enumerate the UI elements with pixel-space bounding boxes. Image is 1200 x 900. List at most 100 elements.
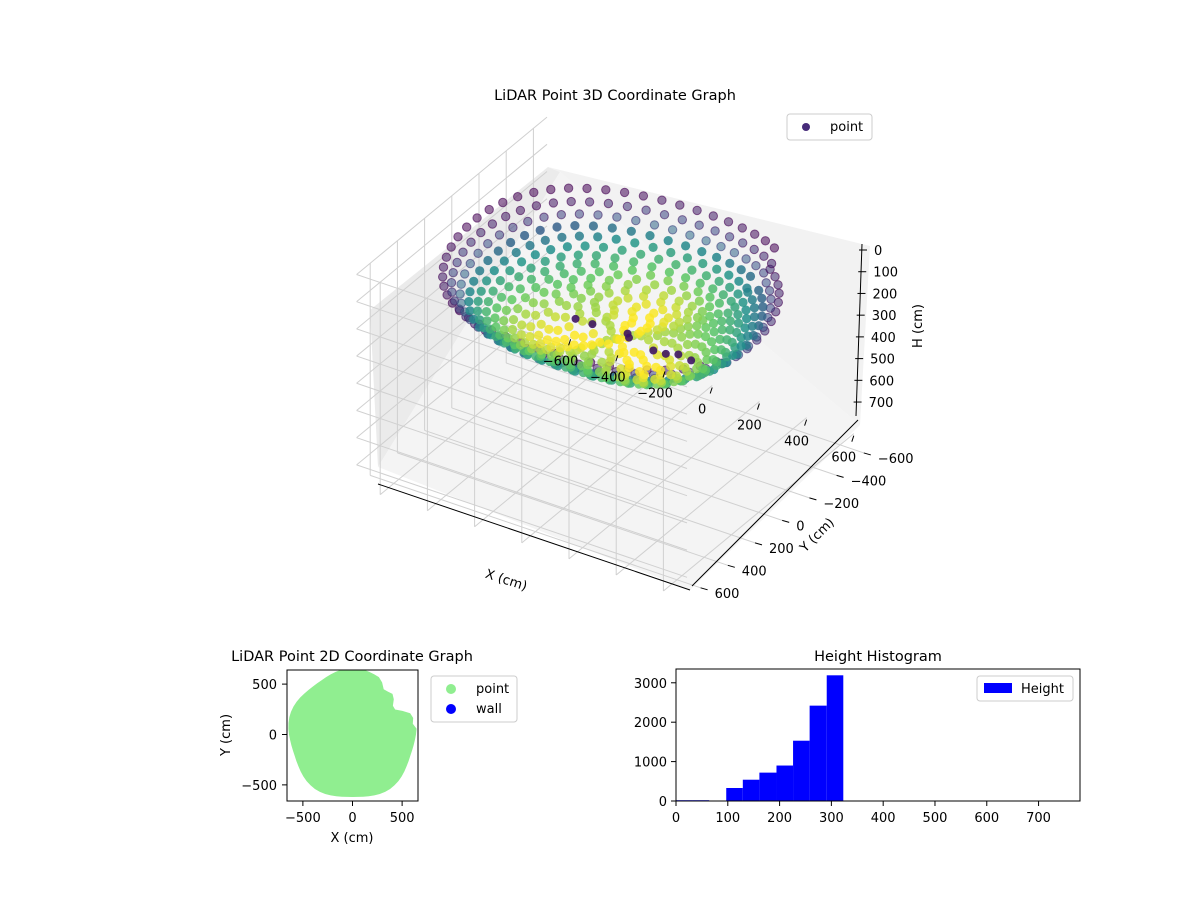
x-axis-label-2d: X (cm)	[331, 831, 374, 846]
hist-x-tick-label: 600	[974, 811, 999, 826]
cloud-point	[552, 222, 562, 232]
cloud-point	[526, 274, 537, 284]
cloud-point	[446, 278, 457, 288]
cloud-point	[566, 282, 576, 293]
cloud-point	[635, 367, 645, 377]
plot-2d: LiDAR Point 2D Coordinate Graph −500 0 500…	[219, 649, 518, 846]
cloud-point	[663, 276, 673, 286]
grid-line	[356, 355, 688, 469]
cloud-point	[546, 184, 556, 195]
cloud-point	[562, 242, 573, 252]
cloud-point	[499, 256, 509, 266]
cloud-point	[682, 314, 692, 324]
y-tick-label: 0	[796, 519, 804, 534]
cloud-point	[649, 220, 660, 230]
histogram-ticks: 0 100 200 300 400 500 600 700 0 1000 2000 3000	[634, 677, 1051, 826]
cloud-point	[499, 316, 509, 326]
hist-y-tick-label: 3000	[634, 677, 667, 692]
cloud-point	[465, 287, 475, 297]
cloud-point	[623, 293, 633, 303]
cloud-point	[555, 343, 565, 353]
cloud-point	[757, 311, 767, 321]
cloud-point	[683, 321, 693, 332]
cloud-point	[769, 243, 780, 253]
cloud-point	[520, 338, 530, 348]
x-tick-label-2d: −500	[285, 811, 321, 826]
legend-histogram-swatch	[984, 683, 1012, 693]
grid-line	[356, 464, 688, 578]
cloud-point	[663, 313, 674, 323]
cloud-point	[539, 212, 549, 222]
cloud-point	[539, 287, 549, 297]
cloud-point	[663, 236, 673, 246]
x-tick-label: 600	[831, 451, 856, 466]
cloud-point	[738, 238, 748, 248]
cloud-point	[604, 275, 614, 285]
cloud-point	[603, 198, 614, 209]
histogram-bars	[676, 675, 844, 801]
cloud-point	[517, 320, 527, 330]
x-tick-mark	[851, 435, 855, 442]
cloud-point	[685, 230, 695, 240]
x-tick-label: −400	[590, 370, 626, 385]
cloud-point	[591, 251, 602, 261]
cloud-point	[681, 241, 691, 251]
cloud-point	[725, 316, 735, 326]
cloud-point	[483, 297, 493, 307]
cloud-point	[528, 298, 538, 308]
grid-line	[397, 452, 728, 566]
legend-2d-label-point: point	[476, 682, 509, 697]
outlier-point	[674, 350, 683, 359]
y-tick-label: 600	[715, 587, 740, 602]
cloud-point	[654, 254, 664, 264]
legend-histogram-label: Height	[1021, 682, 1064, 697]
grid-line	[356, 328, 688, 442]
cloud-point	[611, 234, 621, 244]
cloud-point	[672, 309, 682, 320]
cloud-point	[499, 325, 509, 335]
cloud-point	[528, 339, 539, 349]
cloud-point	[723, 308, 733, 318]
grid-line	[615, 417, 807, 576]
x-tick-mark	[615, 355, 619, 362]
cloud-point	[503, 333, 513, 343]
cloud-point	[707, 337, 717, 347]
cloud-point	[749, 244, 759, 255]
cloud-point	[456, 298, 466, 308]
outlier-point	[571, 314, 580, 323]
cloud-point	[619, 187, 630, 198]
cloud-point	[687, 265, 697, 275]
grid-line	[356, 409, 688, 524]
cloud-point	[551, 336, 561, 346]
x-tick-label: 0	[698, 402, 706, 417]
cloud-point	[452, 257, 462, 268]
y-tick-label: −200	[823, 497, 859, 512]
plot-2d-title: LiDAR Point 2D Coordinate Graph	[231, 649, 473, 665]
cloud-point	[646, 270, 656, 280]
cloud-point	[578, 332, 588, 342]
x-tick-mark	[756, 403, 760, 410]
cloud-point	[458, 247, 468, 257]
x-tick-label: −200	[637, 386, 673, 401]
cloud-point	[708, 211, 718, 221]
legend-3d-label-point: point	[830, 120, 863, 135]
cloud-point	[489, 266, 499, 276]
histogram-bar	[776, 765, 794, 801]
cloud-point	[770, 272, 780, 282]
cloud-point	[674, 296, 684, 306]
cloud-point	[553, 325, 563, 335]
cloud-point	[716, 241, 726, 252]
cloud-point	[677, 215, 687, 225]
y-tick-mark	[700, 587, 708, 591]
cloud-point	[617, 342, 628, 352]
cloud-point	[679, 281, 689, 291]
cloud-point	[439, 281, 449, 291]
cloud-point	[666, 370, 676, 380]
cloud-point	[455, 289, 465, 299]
cloud-point	[750, 229, 760, 239]
y-tick-label-2d: 500	[252, 678, 277, 693]
grid-line	[424, 429, 756, 544]
hist-y-tick-label: 0	[659, 795, 667, 810]
y-tick-label: 400	[742, 564, 767, 579]
cloud-point	[496, 292, 507, 302]
